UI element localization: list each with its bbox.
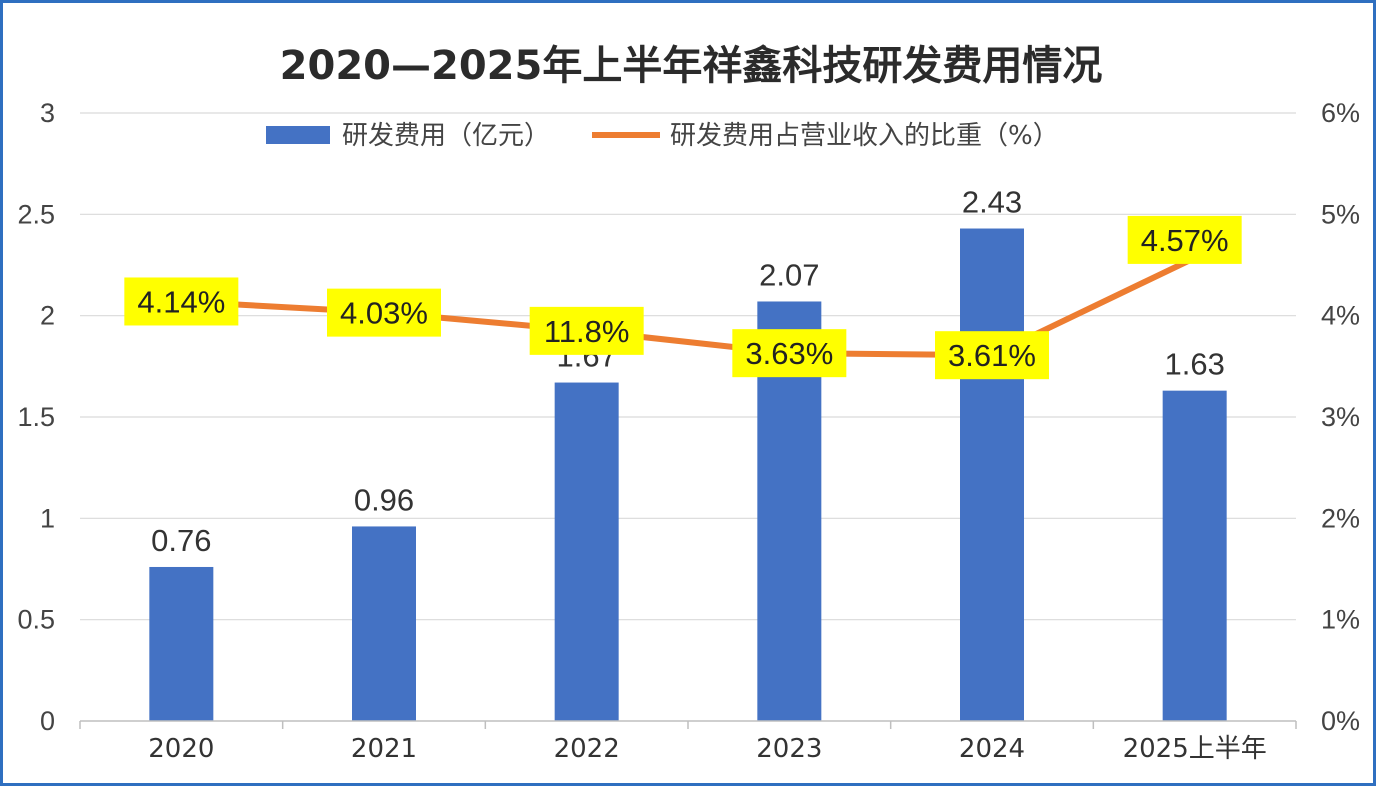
y-tick-label-right: 4% <box>1321 301 1360 331</box>
x-tick-label: 2025上半年 <box>1123 734 1267 764</box>
bar-value-label: 0.96 <box>354 482 414 517</box>
line-label-highlight <box>124 277 239 326</box>
bar-series <box>149 228 1227 721</box>
bar-value-label: 0.76 <box>151 523 211 558</box>
y-axis-right: 0% 1% 2% 3% 4% 5% 6% <box>1321 98 1360 736</box>
y-tick-label-right: 3% <box>1321 402 1360 432</box>
line-value-label: 3.63% <box>745 336 833 371</box>
line-label-highlight <box>529 306 644 355</box>
bar <box>1162 390 1227 721</box>
line-label-highlight <box>1127 215 1242 264</box>
line-value-label: 3.61% <box>948 338 1036 373</box>
x-tick-label: 2020 <box>148 734 214 764</box>
legend-bar-swatch <box>266 126 330 144</box>
y-tick-label-left: 0 <box>40 706 55 736</box>
y-tick-label-right: 2% <box>1321 503 1360 533</box>
y-tick-label-left: 3 <box>40 98 55 128</box>
legend: 研发费用（亿元） 研发费用占营业收入的比重（%） <box>266 121 1059 151</box>
legend-line-label: 研发费用占营业收入的比重（%） <box>670 121 1059 151</box>
line-label-highlight <box>935 331 1049 380</box>
y-tick-label-left: 2 <box>40 301 55 331</box>
line-value-label: 4.14% <box>137 284 225 319</box>
x-tick-label: 2022 <box>554 734 620 764</box>
line-labels: 4.14% 4.03% 11.8% 3.63% 3.61% 4.57% <box>124 215 1242 380</box>
y-tick-label-left: 0.5 <box>17 605 55 635</box>
bar-value-label: 2.07 <box>759 257 819 292</box>
line-value-label: 11.8% <box>544 314 630 349</box>
line-label-highlight <box>327 288 441 337</box>
y-tick-label-left: 1.5 <box>17 402 55 432</box>
y-tick-label-right: 0% <box>1321 706 1360 736</box>
bar <box>960 228 1024 721</box>
y-tick-label-left: 2.5 <box>17 199 55 229</box>
legend-bar-label: 研发费用（亿元） <box>342 121 550 151</box>
y-tick-label-right: 5% <box>1321 199 1360 229</box>
y-tick-label-right: 6% <box>1321 98 1360 128</box>
gridlines <box>80 112 1296 621</box>
y-tick-label-right: 1% <box>1321 605 1360 635</box>
line-value-label: 4.57% <box>1141 223 1229 258</box>
bar-value-label: 2.43 <box>962 185 1022 220</box>
x-tick-label: 2023 <box>756 734 822 764</box>
bar-labels: 0.760.961.672.072.431.63 <box>151 185 1225 558</box>
bar <box>352 526 416 721</box>
bar <box>554 382 619 721</box>
bar <box>149 566 214 721</box>
x-tick-label: 2021 <box>351 734 417 764</box>
y-tick-label-left: 1 <box>40 503 55 533</box>
line-label-highlight <box>732 329 847 378</box>
chart-title: 2020—2025年上半年祥鑫科技研发费用情况 <box>279 43 1103 89</box>
y-axis-left: 0 0.5 1 1.5 2 2.5 3 <box>17 98 55 736</box>
line-value-label: 4.03% <box>340 296 428 331</box>
bar-value-label: 1.63 <box>1164 347 1224 382</box>
x-axis: 2020 2021 2022 2023 2024 2025上半年 <box>79 720 1297 764</box>
x-tick-label: 2024 <box>959 734 1025 764</box>
